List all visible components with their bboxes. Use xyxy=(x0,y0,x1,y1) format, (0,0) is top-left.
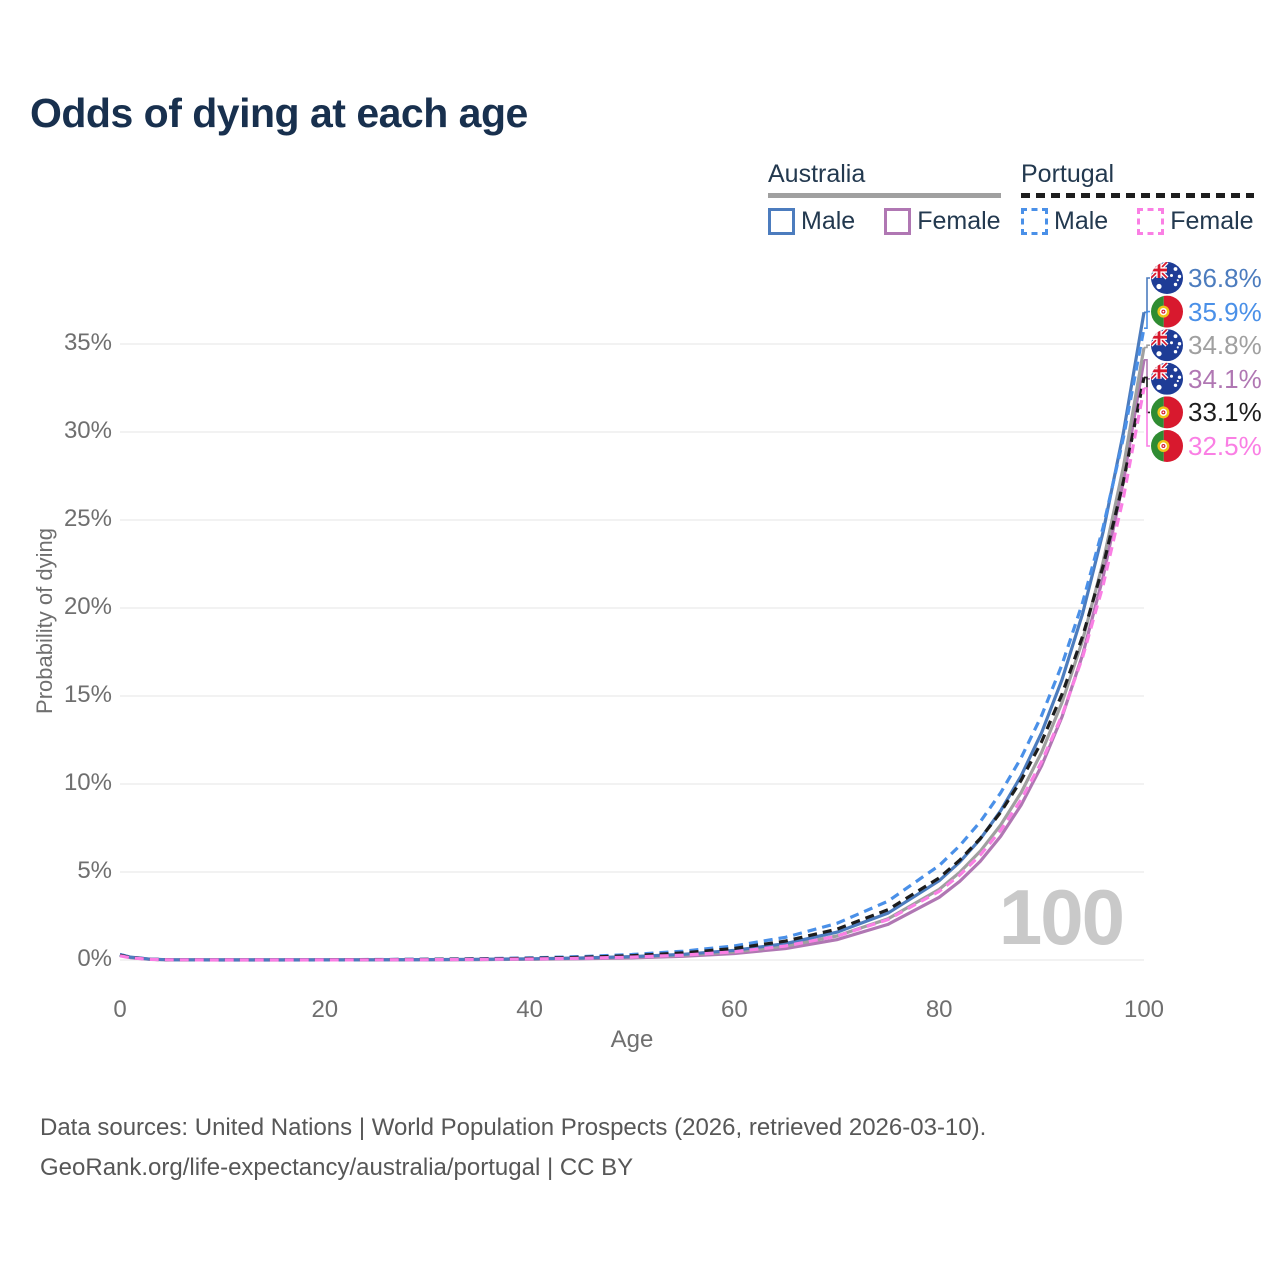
legend-item-portugal-female[interactable]: Female xyxy=(1137,207,1254,236)
y-tick-label: 10% xyxy=(63,769,112,796)
x-tick-label: 40 xyxy=(516,996,543,1023)
australia-female-swatch-icon xyxy=(884,208,912,235)
series-line-australia-female-female[interactable] xyxy=(119,359,1146,962)
y-tick-label: 35% xyxy=(63,329,112,356)
page-title: Odds of dying at each age xyxy=(30,90,528,136)
portugal-male-swatch-icon xyxy=(1021,208,1048,235)
legend-item-australia-female[interactable]: Female xyxy=(884,207,1001,236)
y-tick-label: 5% xyxy=(77,857,112,884)
portugal-flag-icon xyxy=(1151,396,1183,429)
union-jack xyxy=(1151,262,1169,280)
attribution-line: GeoRank.org/life-expectancy/australia/po… xyxy=(40,1154,634,1181)
end-value-label-portugal-male-male: 35.9% xyxy=(1188,296,1262,327)
legend-portugal-label: Portugal xyxy=(1021,160,1115,188)
end-value-label-australia-male-male: 36.8% xyxy=(1188,263,1262,293)
x-tick-label: 80 xyxy=(925,996,953,1023)
portugal-flag-icon xyxy=(1151,295,1183,328)
data-sources-line: Data sources: United Nations | World Pop… xyxy=(40,1114,987,1141)
end-value-label-australia-all: 34.8% xyxy=(1188,330,1262,361)
end-value-label-australia-female-female: 34.1% xyxy=(1188,363,1262,394)
legend-portugal-female-label: Female xyxy=(1170,207,1254,235)
legend-portugal-line-swatch xyxy=(1021,193,1254,198)
portugal-flag-icon xyxy=(1151,430,1183,462)
legend-group-portugal: Portugal Male Female xyxy=(1021,160,1254,236)
leader-line-australia-female-female xyxy=(1144,359,1150,380)
legend-item-australia-male[interactable]: Male xyxy=(768,207,855,236)
series-line-portugal-male-male[interactable] xyxy=(119,327,1146,962)
y-tick-label: 25% xyxy=(63,505,112,532)
union-jack xyxy=(1151,362,1169,381)
legend-item-portugal-male[interactable]: Male xyxy=(1021,207,1108,236)
stars xyxy=(1156,267,1182,290)
x-tick-label: 0 xyxy=(113,996,127,1023)
series-line-portugal-female-female[interactable] xyxy=(119,387,1146,962)
footer-note: Data sources: United Nations | World Pop… xyxy=(40,1108,986,1188)
end-value-label-portugal-female-female: 32.5% xyxy=(1188,431,1262,461)
stars xyxy=(1156,367,1182,390)
series-line-australia-all[interactable] xyxy=(119,347,1146,962)
leader-line-portugal-female-female xyxy=(1144,387,1150,447)
y-tick-label: 0% xyxy=(77,945,112,972)
australia-male-swatch-icon xyxy=(768,208,795,235)
y-tick-label: 30% xyxy=(63,417,112,444)
legend-portugal-male-label: Male xyxy=(1054,207,1109,235)
x-tick-label: 20 xyxy=(311,996,339,1023)
leader-line-portugal-male-male xyxy=(1144,310,1150,329)
end-value-label-portugal-all: 33.1% xyxy=(1188,397,1262,428)
series-line-australia-male-male[interactable] xyxy=(119,312,1146,962)
legend-australia-female-label: Female xyxy=(917,207,1001,235)
leader-line-australia-male-male xyxy=(1144,277,1150,314)
union-jack xyxy=(1151,329,1169,347)
legend-australia-male-label: Male xyxy=(801,207,856,235)
x-tick-label: 100 xyxy=(1123,996,1165,1023)
y-tick-label: 20% xyxy=(63,593,112,620)
portugal-female-swatch-icon xyxy=(1137,208,1165,235)
x-axis-title: Age xyxy=(610,1026,654,1053)
legend-group-australia: Australia Male Female xyxy=(768,160,1001,236)
stars xyxy=(1156,334,1182,357)
australia-flag-icon xyxy=(1151,362,1183,395)
australia-flag-icon xyxy=(1151,262,1183,294)
leader-line-australia-all xyxy=(1144,344,1150,349)
x-tick-label: 60 xyxy=(721,996,748,1023)
y-tick-label: 15% xyxy=(63,681,112,708)
legend-australia-label: Australia xyxy=(768,160,866,188)
legend-australia-line-swatch xyxy=(768,193,1001,198)
australia-flag-icon xyxy=(1151,329,1183,362)
age-counter-watermark: 100 xyxy=(998,873,1125,961)
